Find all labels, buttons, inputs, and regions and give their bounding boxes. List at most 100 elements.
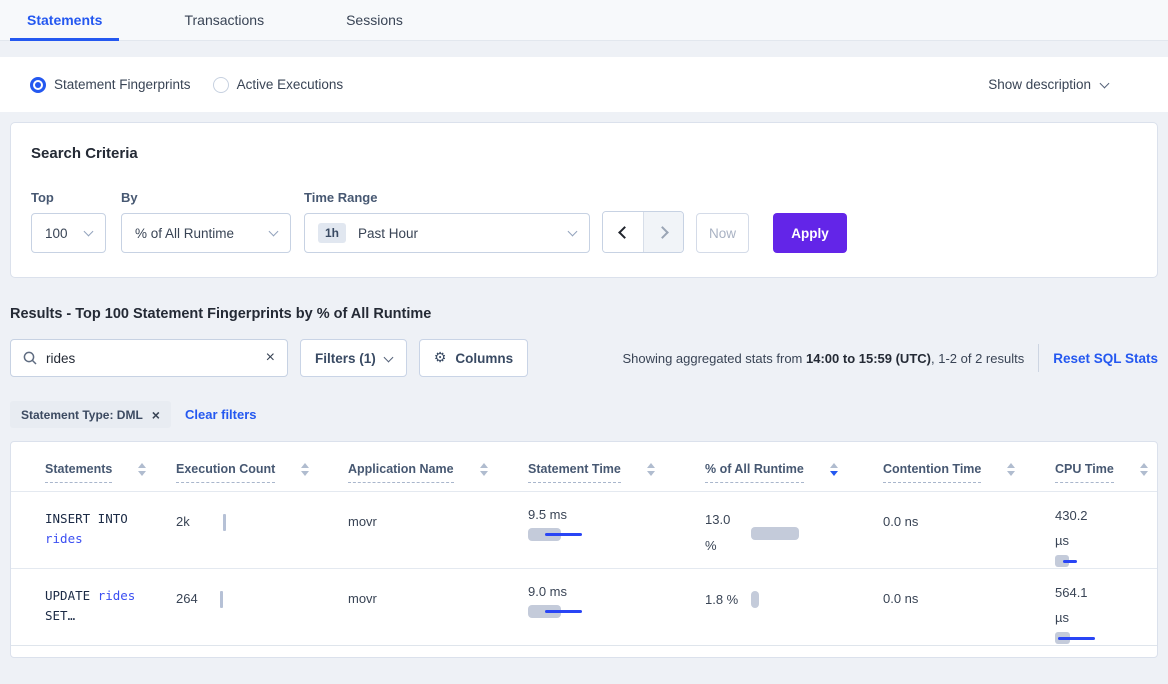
radio-unselected-icon [212,76,229,93]
search-input[interactable] [46,350,266,366]
sort-icons[interactable] [1007,463,1016,476]
cpu-time-bar [1055,632,1099,645]
results-heading: Results - Top 100 Statement Fingerprints… [10,306,432,322]
sql-keyword: UPDATE [45,588,91,603]
top-tab-bar: Statements Transactions Sessions [0,0,1168,41]
radio-active-executions[interactable]: Active Executions [212,76,344,93]
gear-icon: ⚙ [433,350,447,366]
tab-statements-label: Statements [27,12,103,28]
columns-button[interactable]: ⚙ Columns [418,339,529,377]
tab-sessions-label: Sessions [346,12,403,28]
vertical-divider [1038,344,1040,372]
sort-icons[interactable] [301,463,310,476]
reset-sql-stats-link[interactable]: Reset SQL Stats [1053,350,1158,366]
cpu-time-bar [1055,555,1099,568]
sort-icons[interactable] [646,463,655,476]
execution-count-bar [219,591,223,608]
now-button[interactable]: Now [696,213,749,253]
statement-time-bar [528,605,588,619]
clear-filters-link[interactable]: Clear filters [184,407,257,422]
pct-of-all-runtime-value: 13.0 % [705,512,731,553]
statement-search-box: × [10,339,288,377]
sort-icons[interactable] [138,463,147,476]
now-button-label: Now [708,225,736,241]
cpu-time-value: 430.2 µs [1055,508,1088,548]
column-header-application-name[interactable]: Application Name [348,462,454,483]
sort-icons[interactable] [1139,463,1148,476]
chevron-right-icon [655,225,669,239]
filter-chip-label: Statement Type: DML [21,407,143,422]
tab-transactions-label: Transactions [184,12,265,28]
filter-chip-row: Statement Type: DML × Clear filters [10,401,1158,428]
chevron-down-icon [83,226,94,237]
by-field: By % of All Runtime [106,190,291,253]
column-header-contention-time[interactable]: Contention Time [883,462,982,483]
table-row: UPDATE rides SET… 264 movr 9.0 ms 1.8 % [11,568,1157,646]
clear-search-icon[interactable]: × [265,349,275,366]
radio-statement-fingerprints[interactable]: Statement Fingerprints [30,76,191,93]
tab-statements[interactable]: Statements [10,0,120,41]
statement-fingerprint: INSERT INTO rides [45,509,149,549]
time-range-label: Time Range [304,190,378,205]
by-field-label: By [121,190,138,205]
statement-link[interactable]: rides [97,588,136,603]
top-field-label: Top [31,190,54,205]
radio-active-executions-label: Active Executions [236,77,344,92]
stats-prefix: Showing aggregated stats from [622,350,806,366]
execution-count-value: 2k [176,514,190,529]
remove-filter-icon[interactable]: × [151,406,160,423]
columns-button-label: Columns [455,350,514,366]
view-mode-bar: Statement Fingerprints Active Executions… [0,57,1168,112]
application-name-value: movr [348,514,377,529]
statement-link[interactable]: rides [45,531,83,546]
top-select[interactable]: 100 [31,213,106,253]
statements-table-card: Statements Execution Count Application N… [10,441,1158,658]
filters-button-label: Filters (1) [315,350,376,366]
column-header-execution-count[interactable]: Execution Count [176,462,276,483]
radio-statement-fingerprints-label: Statement Fingerprints [54,77,191,92]
apply-button[interactable]: Apply [773,213,847,253]
search-criteria-card: Search Criteria Top 100 By % of All Runt… [10,122,1158,278]
stats-suffix: , 1-2 of 2 results [930,350,1025,366]
stats-time-range: 14:00 to 15:59 (UTC) [806,350,931,366]
sort-icons[interactable] [479,463,488,476]
cpu-time-value: 564.1 µs [1055,585,1088,625]
tab-transactions[interactable]: Transactions [167,0,281,40]
chevron-down-icon [268,226,279,237]
statement-time-bar [528,528,588,542]
by-select-value: % of All Runtime [135,225,235,241]
time-range-select[interactable]: 1h Past Hour [304,213,590,253]
contention-time-value: 0.0 ns [883,514,919,529]
pct-of-all-runtime-bar [751,526,799,540]
top-select-value: 100 [45,225,68,241]
sql-keyword: SET… [45,608,76,623]
next-time-range-button [643,212,683,252]
time-range-value: Past Hour [358,225,419,241]
column-header-statements[interactable]: Statements [45,462,113,483]
show-description-label: Show description [988,77,1091,92]
sort-icons-active-desc[interactable] [829,463,838,476]
sql-keyword: INSERT INTO [45,511,128,526]
chevron-down-icon [383,352,394,362]
column-header-statement-time[interactable]: Statement Time [528,462,621,483]
application-name-value: movr [348,591,377,606]
filters-button[interactable]: Filters (1) [300,339,407,377]
top-field: Top 100 [31,190,106,253]
chevron-left-icon [618,225,631,239]
execution-count-value: 264 [176,591,198,606]
table-row: INSERT INTO rides 2k movr 9.5 ms 13.0 % [11,491,1157,569]
pct-of-all-runtime-bar [751,591,759,608]
show-description-toggle[interactable]: Show description [988,77,1110,92]
previous-time-range-button[interactable] [603,212,643,252]
by-select[interactable]: % of All Runtime [121,213,291,253]
time-range-badge: 1h [318,223,347,243]
statements-table: Statements Execution Count Application N… [11,442,1157,646]
column-header-cpu-time[interactable]: CPU Time [1055,462,1114,483]
column-header-pct-of-all-runtime[interactable]: % of All Runtime [705,462,804,483]
chevron-down-icon [1099,78,1110,88]
tab-sessions[interactable]: Sessions [329,0,420,40]
statement-fingerprint: UPDATE rides SET… [45,586,149,626]
contention-time-value: 0.0 ns [883,591,919,606]
search-criteria-form: Top 100 By % of All Runtime Time Range 1… [31,190,1137,253]
aggregation-stats-note: Showing aggregated stats from 14:00 to 1… [622,351,1024,366]
